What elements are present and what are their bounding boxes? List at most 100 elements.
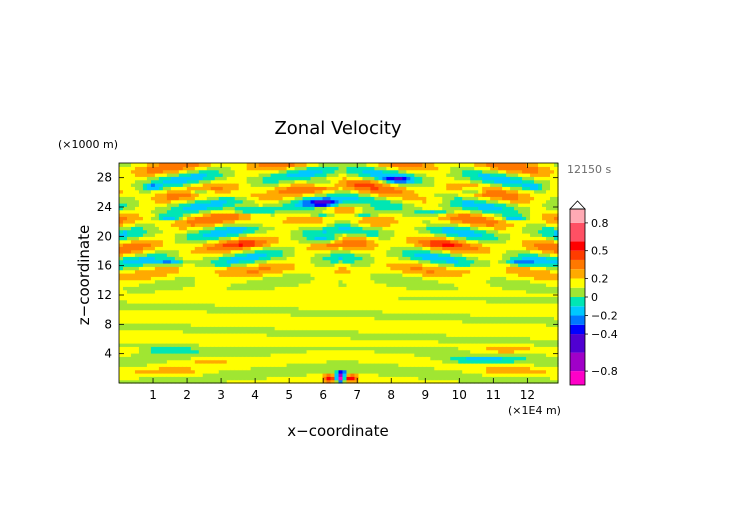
field-cell — [266, 376, 272, 381]
field-cell — [190, 233, 196, 237]
field-cell — [398, 233, 403, 237]
field-cell — [254, 213, 260, 217]
field-cell — [274, 189, 280, 194]
field-cell — [342, 206, 348, 211]
field-cell — [254, 283, 260, 287]
field-cell — [274, 313, 280, 317]
field-cell — [214, 233, 220, 237]
field-cell — [386, 326, 391, 331]
field-cell — [254, 376, 260, 381]
field-cell — [190, 243, 196, 247]
field-cell — [166, 179, 172, 184]
field-cell — [362, 329, 368, 334]
field-cell — [286, 313, 292, 317]
field-cell — [230, 246, 236, 251]
field-cell — [354, 239, 360, 244]
field-cell — [358, 296, 364, 301]
field-cell — [150, 179, 156, 184]
field-cell — [234, 319, 240, 324]
field-cell — [190, 376, 196, 381]
field-cell — [119, 249, 124, 254]
field-cell — [370, 203, 376, 207]
field-cell — [290, 263, 296, 267]
field-cell — [162, 259, 168, 264]
field-cell — [354, 253, 360, 257]
field-cell — [274, 346, 280, 351]
field-cell — [374, 186, 380, 191]
field-cell — [214, 286, 220, 291]
field-cell — [338, 173, 344, 177]
field-cell — [142, 343, 148, 347]
field-cell — [206, 356, 212, 361]
field-cell — [394, 376, 399, 381]
field-cell — [182, 176, 188, 181]
field-cell — [202, 279, 208, 284]
field-cell — [394, 209, 399, 214]
field-cell — [242, 319, 248, 324]
field-cell — [210, 309, 216, 314]
field-cell — [382, 373, 387, 377]
field-cell — [274, 349, 280, 354]
field-cell — [354, 273, 360, 277]
field-cell — [170, 226, 176, 231]
field-cell — [250, 373, 256, 377]
field-cell — [294, 296, 300, 301]
field-cell — [194, 339, 200, 344]
field-cell — [174, 193, 180, 197]
field-cell — [366, 353, 372, 357]
field-cell — [314, 173, 320, 177]
field-cell — [154, 173, 160, 177]
field-cell — [119, 346, 124, 351]
field-cell — [390, 279, 395, 284]
field-cell — [190, 353, 196, 357]
field-cell — [126, 166, 132, 171]
field-cell — [418, 319, 423, 324]
field-cell — [190, 339, 196, 344]
field-cell — [274, 206, 280, 211]
field-cell — [354, 199, 360, 204]
field-cell — [342, 349, 348, 354]
field-cell — [306, 226, 312, 231]
field-cell — [150, 283, 156, 287]
field-cell — [338, 203, 344, 207]
field-cell — [326, 209, 332, 214]
field-cell — [322, 166, 328, 171]
field-cell — [214, 269, 220, 274]
field-cell — [122, 369, 128, 374]
field-cell — [314, 209, 320, 214]
field-cell — [206, 243, 212, 247]
field-cell — [318, 303, 324, 307]
field-cell — [230, 173, 236, 177]
field-cell — [119, 259, 124, 264]
field-cell — [390, 273, 395, 277]
field-cell — [130, 376, 136, 381]
field-cell — [174, 189, 180, 194]
field-cell — [318, 279, 324, 284]
field-cell — [234, 379, 240, 384]
field-cell — [238, 366, 244, 371]
field-cell — [306, 256, 312, 261]
field-cell — [418, 293, 423, 297]
field-cell — [142, 363, 148, 367]
field-cell — [294, 229, 300, 234]
field-cell — [250, 249, 256, 254]
field-cell — [238, 296, 244, 301]
field-cell — [410, 343, 415, 347]
field-cell — [142, 236, 148, 241]
field-cell — [198, 236, 204, 241]
field-cell — [119, 306, 124, 311]
field-cell — [202, 259, 208, 264]
field-cell — [334, 199, 340, 204]
field-cell — [126, 303, 132, 307]
field-cell — [330, 213, 336, 217]
field-cell — [190, 279, 196, 284]
field-cell — [294, 346, 300, 351]
field-cell — [178, 173, 184, 177]
field-cell — [182, 233, 188, 237]
field-cell — [394, 216, 399, 221]
field-cell — [322, 243, 328, 247]
field-cell — [362, 296, 368, 301]
field-cell — [138, 326, 144, 331]
field-cell — [354, 346, 360, 351]
field-cell — [122, 213, 128, 217]
